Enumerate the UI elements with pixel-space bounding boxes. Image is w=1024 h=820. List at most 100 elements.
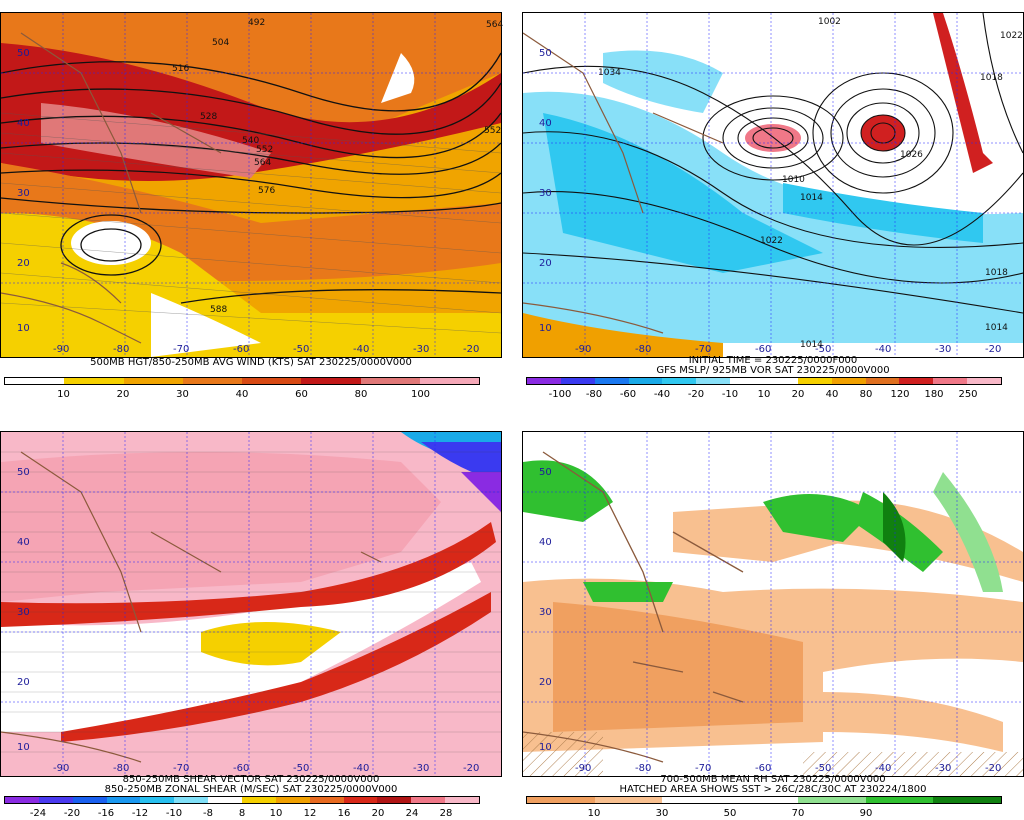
colorbar-tick-label: 16 <box>337 808 351 819</box>
panel-caption: 850-250MB SHEAR VECTOR SAT 230225/0000V0… <box>122 774 380 785</box>
lon-label: -50 <box>293 763 310 774</box>
colorbar-tick-label: -40 <box>653 389 671 400</box>
colorbar-swatch <box>140 797 175 803</box>
colorbar-swatch <box>662 378 697 384</box>
colorbar-tick-label: 10 <box>587 808 601 819</box>
colorbar-tick-label: 100 <box>410 389 431 400</box>
panel-caption: GFS MSLP/ 925MB VOR SAT 230225/0000V000 <box>656 365 890 376</box>
colorbar-tick-label: -24 <box>29 808 47 819</box>
lon-label: -70 <box>695 763 712 774</box>
colorbar-swatch <box>343 797 378 803</box>
panel-shear: 50 40 30 20 10 -90 -80 -70 -60 -50 -40 -… <box>0 419 502 819</box>
lat-label: 10 <box>17 323 30 334</box>
contour-label: 1002 <box>818 17 841 27</box>
wind-map-graphic <box>1 13 501 357</box>
colorbar-swatch <box>730 797 798 803</box>
contour-label: 492 <box>248 18 266 28</box>
colorbar-swatch <box>967 378 1002 384</box>
colorbar-tick-label: -8 <box>203 808 213 819</box>
lon-label: -60 <box>233 763 250 774</box>
lon-label: -40 <box>353 763 370 774</box>
lon-label: -50 <box>815 344 832 355</box>
colorbar-tick-label: 20 <box>371 808 385 819</box>
colorbar-tick-label: -10 <box>165 808 183 819</box>
colorbar-tick-label: -100 <box>548 389 572 400</box>
lon-label: -60 <box>755 344 772 355</box>
lat-label: 20 <box>539 677 552 688</box>
lon-label: -30 <box>935 763 952 774</box>
panel-mean-rh: 50 40 30 20 10 -90 -80 -70 -60 -50 -40 -… <box>522 419 1024 819</box>
contour-label: 540 <box>242 136 260 146</box>
lat-label: 50 <box>17 48 30 59</box>
lat-label: 20 <box>17 677 30 688</box>
lon-label: -90 <box>53 763 70 774</box>
colorbar-swatch <box>933 797 1002 803</box>
lon-label: -30 <box>413 344 430 355</box>
lat-label: 40 <box>17 537 30 548</box>
lon-label: -20 <box>985 344 1002 355</box>
lat-label: 50 <box>539 467 552 478</box>
colorbar-labels: 10 30 50 70 90 <box>526 808 1002 820</box>
lon-label: -90 <box>53 344 70 355</box>
colorbar-swatch <box>208 797 243 803</box>
lat-label: 40 <box>539 118 552 129</box>
colorbar-swatch <box>182 378 242 384</box>
colorbar-tick-label: 10 <box>57 389 70 400</box>
contour-label: 528 <box>200 112 218 122</box>
colorbar-swatch <box>865 797 934 803</box>
panel-500mb-wind: 50 40 30 20 10 -90 -80 -70 -60 -50 -40 -… <box>0 0 502 400</box>
colorbar-swatch <box>72 797 107 803</box>
lon-label: -20 <box>463 763 480 774</box>
colorbar-tick-label: 8 <box>238 808 246 819</box>
lon-label: -70 <box>173 763 190 774</box>
lon-label: -20 <box>985 763 1002 774</box>
contour-label: 516 <box>172 64 190 74</box>
panel-caption: INITIAL TIME = 230225/0000F000 <box>688 355 858 366</box>
colorbar-swatch <box>275 797 310 803</box>
colorbar-tick-label: 70 <box>791 808 805 819</box>
contour-label: 1026 <box>900 150 923 160</box>
lat-label: 20 <box>17 258 30 269</box>
map-mean-rh: 50 40 30 20 10 -90 -80 -70 -60 -50 -40 -… <box>522 431 1024 777</box>
colorbar-swatch <box>933 378 968 384</box>
colorbar-tick-label: 24 <box>405 808 419 819</box>
lon-label: -60 <box>755 763 772 774</box>
contour-label: 1018 <box>985 268 1008 278</box>
contour-label: 576 <box>258 186 276 196</box>
colorbar-swatch <box>594 797 663 803</box>
lon-label: -70 <box>173 344 190 355</box>
contour-label: 1010 <box>782 175 805 185</box>
lat-label: 20 <box>539 258 552 269</box>
colorbar-tick-label: 80 <box>354 389 368 400</box>
colorbar-tick-label: 50 <box>723 808 737 819</box>
panel-caption: 700-500MB MEAN RH SAT 230225/0000V000 <box>660 774 886 785</box>
lat-label: 10 <box>539 323 552 334</box>
colorbar-swatch <box>527 797 595 803</box>
colorbar-tick-label: 250 <box>958 389 978 400</box>
colorbar-tick-label: 60 <box>295 389 308 400</box>
colorbar-swatch <box>64 378 124 384</box>
rh-map-graphic <box>523 432 1023 776</box>
colorbar-swatch <box>301 378 361 384</box>
colorbar-tick-label: 40 <box>825 389 839 400</box>
colorbar-tick-label: 10 <box>269 808 283 819</box>
colorbar-swatch <box>797 378 832 384</box>
colorbar-tick-label: 80 <box>859 389 873 400</box>
colorbar-tick-label: 30 <box>176 389 189 400</box>
lon-label: -60 <box>233 344 250 355</box>
colorbar-tick-label: 20 <box>791 389 805 400</box>
colorbar-swatch <box>309 797 344 803</box>
colorbar-tick-label: 20 <box>116 389 130 400</box>
colorbar-swatch <box>764 378 798 384</box>
colorbar-tick-label: 30 <box>655 808 669 819</box>
colorbar-swatch <box>662 797 731 803</box>
contour-label: 1014 <box>800 193 823 203</box>
colorbar-swatch <box>899 378 934 384</box>
lon-label: -90 <box>575 344 592 355</box>
colorbar-tick-label: -80 <box>585 389 603 400</box>
contour-label: 1018 <box>980 73 1003 83</box>
colorbar-tick-label: 90 <box>859 808 873 819</box>
panel-caption: 850-250MB ZONAL SHEAR (M/SEC) SAT 230225… <box>104 784 398 795</box>
map-mslp-vorticity: 50 40 30 20 10 -90 -80 -70 -60 -50 -40 -… <box>522 12 1024 358</box>
colorbar <box>4 377 480 385</box>
